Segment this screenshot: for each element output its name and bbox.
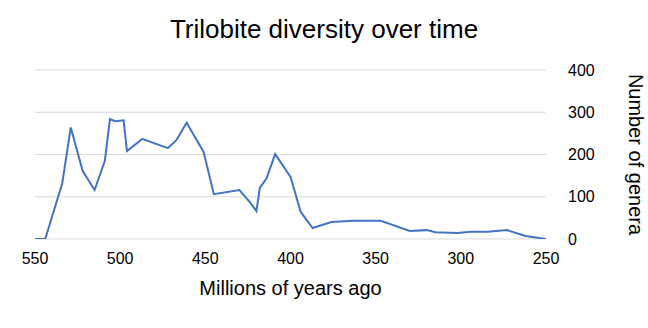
- svg-text:0: 0: [568, 231, 577, 248]
- svg-text:Number of genera: Number of genera: [625, 74, 640, 236]
- html-text:Trilobite diversity over time: Trilobite diversity over time: [169, 14, 479, 44]
- svg-text:350: 350: [362, 250, 389, 267]
- svg-text:500: 500: [107, 250, 134, 267]
- svg-text:400: 400: [568, 62, 595, 79]
- svg-text:Millions of years ago: Millions of years ago: [199, 277, 381, 299]
- svg-text:100: 100: [568, 188, 595, 205]
- svg-text:400: 400: [277, 250, 304, 267]
- svg-text:550: 550: [22, 250, 49, 267]
- svg-text:450: 450: [192, 250, 219, 267]
- svg-text:300: 300: [447, 250, 474, 267]
- svg-text:250: 250: [533, 250, 560, 267]
- svg-text:200: 200: [568, 146, 595, 163]
- svg-text:300: 300: [568, 104, 595, 121]
